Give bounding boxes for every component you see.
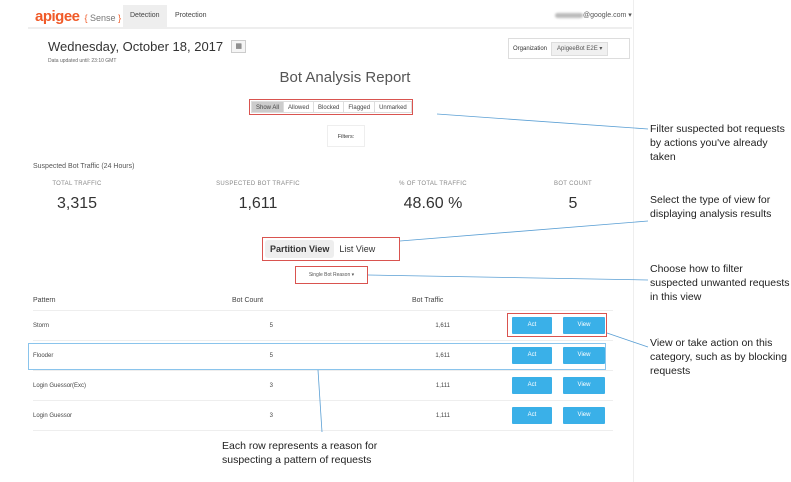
stat-bot-count: BOT COUNT 5: [554, 181, 592, 212]
col-bot-count: Bot Count: [232, 297, 264, 304]
annotation-actions: View or take action on this category, su…: [650, 337, 787, 377]
pattern-cell: Login Guessor: [33, 413, 73, 419]
date-row: Wednesday, October 18, 2017 ▦: [48, 39, 247, 54]
act-button[interactable]: Act: [512, 377, 552, 394]
bot-traffic-cell: 1,611: [435, 353, 450, 359]
report-date: Wednesday, October 18, 2017: [48, 39, 224, 54]
bot-traffic-cell: 1,111: [435, 413, 450, 419]
bot-traffic-cell: 1,611: [435, 323, 450, 329]
page-title: Bot Analysis Report: [279, 69, 411, 86]
bot-traffic-cell: 1,111: [435, 383, 450, 389]
pattern-cell: Storm: [33, 323, 50, 329]
brand: apigee { Sense }: [35, 8, 121, 25]
annotation-view: Select the type of view for displaying a…: [650, 194, 772, 220]
data-updated: Data updated until: 23:10 GMT: [48, 58, 117, 64]
actions-highlight: [507, 313, 607, 337]
table-row: Flooder 5 1,611 Act View: [33, 341, 613, 371]
view-button[interactable]: View: [563, 377, 605, 394]
product-name: { Sense }: [84, 13, 122, 23]
partition-view-tab[interactable]: Partition View: [265, 240, 335, 258]
act-button[interactable]: Act: [512, 407, 552, 424]
view-button[interactable]: View: [563, 317, 605, 334]
calendar-icon[interactable]: ▦: [231, 40, 247, 53]
filters-box[interactable]: Filters:: [327, 125, 365, 147]
callout-line-actions: [606, 332, 649, 348]
org-label: Organization: [513, 45, 548, 52]
bot-count-cell: 3: [269, 413, 273, 419]
bot-count-cell: 5: [269, 353, 273, 359]
col-pattern: Pattern: [33, 297, 56, 304]
annotation-dropdown: Choose how to filter suspected unwanted …: [650, 263, 790, 303]
bot-count-cell: 5: [269, 323, 273, 329]
table-header-divider: [33, 310, 613, 311]
account-menu[interactable]: @google.com ▾: [555, 11, 632, 19]
redacted-user: [555, 12, 583, 18]
col-bot-traffic: Bot Traffic: [412, 297, 444, 304]
callout-line-row: [317, 369, 323, 433]
bot-reason-dropdown[interactable]: Single Bot Reason ▾: [295, 266, 368, 284]
pattern-cell: Login Guessor(Exc): [33, 383, 87, 389]
table-row: Storm 5 1,611 Act View: [33, 311, 613, 341]
apigee-logo[interactable]: apigee: [35, 8, 80, 25]
tab-protection[interactable]: Protection: [175, 12, 207, 19]
stat-total-traffic: TOTAL TRAFFIC 3,315: [52, 181, 102, 212]
stat-percent-total: % OF TOTAL TRAFFIC 48.60 %: [399, 181, 467, 212]
summary-heading: Suspected Bot Traffic (24 Hours): [33, 163, 135, 170]
act-button[interactable]: Act: [512, 317, 552, 334]
stat-suspected-bot-traffic: SUSPECTED BOT TRAFFIC 1,611: [216, 181, 300, 212]
table-row: Login Guessor(Exc) 3 1,111 Act View: [33, 371, 613, 401]
header-divider: [28, 27, 632, 29]
table-row: Login Guessor 3 1,111 Act View: [33, 401, 613, 431]
filter-unmarked[interactable]: Unmarked: [374, 101, 412, 113]
tab-detection[interactable]: Detection: [123, 5, 167, 27]
organization-selector: Organization ApigeeBot E2E ▾: [508, 38, 630, 59]
view-toggle: Partition View List View: [262, 237, 400, 261]
action-filter-group: Show All Allowed Blocked Flagged Unmarke…: [249, 99, 413, 115]
annotation-row: Each row represents a reason for suspect…: [222, 440, 378, 466]
list-view-tab[interactable]: List View: [339, 244, 376, 254]
callout-line-filter: [436, 113, 649, 130]
callout-line-view: [399, 220, 649, 242]
act-button[interactable]: Act: [512, 347, 552, 364]
org-dropdown[interactable]: ApigeeBot E2E ▾: [551, 41, 609, 56]
annotation-filter: Filter suspected bot requests by actions…: [650, 123, 785, 163]
pattern-cell: Flooder: [33, 353, 54, 359]
callout-line-dropdown: [367, 274, 649, 281]
row-highlight: [28, 343, 606, 370]
view-button[interactable]: View: [563, 347, 605, 364]
view-button[interactable]: View: [563, 407, 605, 424]
bot-count-cell: 3: [269, 383, 273, 389]
